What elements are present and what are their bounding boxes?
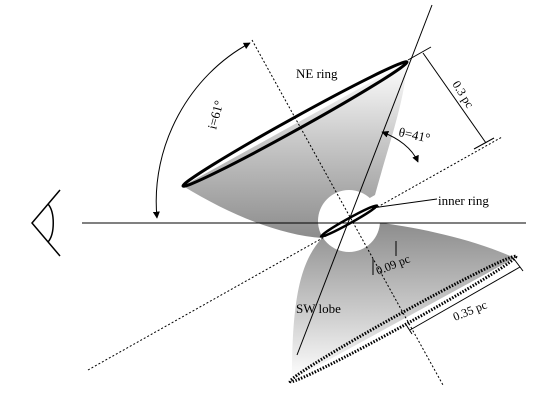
ne-ring-label: NE ring xyxy=(296,66,338,81)
inclination-arc xyxy=(152,42,251,219)
sw-size-tick-2 xyxy=(513,258,524,272)
sw-size-dim-line xyxy=(409,266,521,331)
inner-ring xyxy=(319,204,379,238)
sw-lobe-label: SW lobe xyxy=(296,301,341,316)
half-opening-arc xyxy=(381,130,419,163)
polar-axis xyxy=(296,4,433,356)
inner-ring-pointer xyxy=(371,198,438,209)
ne-size-label: 0.3 pc xyxy=(449,78,476,110)
inner-ring-label: inner ring xyxy=(438,193,489,208)
inclination-label: i=61° xyxy=(204,99,226,131)
ne-size-dim-line xyxy=(422,52,487,144)
ne-size-tick-bottom xyxy=(473,137,495,150)
dotted-equator-line xyxy=(87,136,503,371)
sw-lobe xyxy=(292,222,515,380)
eye-icon xyxy=(31,189,61,257)
half-opening-label: θ=41° xyxy=(397,124,431,145)
sw-size-label: 0.35 pc xyxy=(451,298,489,324)
sw-size-tick-1 xyxy=(404,322,413,335)
dotted-projection-line xyxy=(251,39,444,386)
ne-size-tick-top xyxy=(407,46,432,61)
